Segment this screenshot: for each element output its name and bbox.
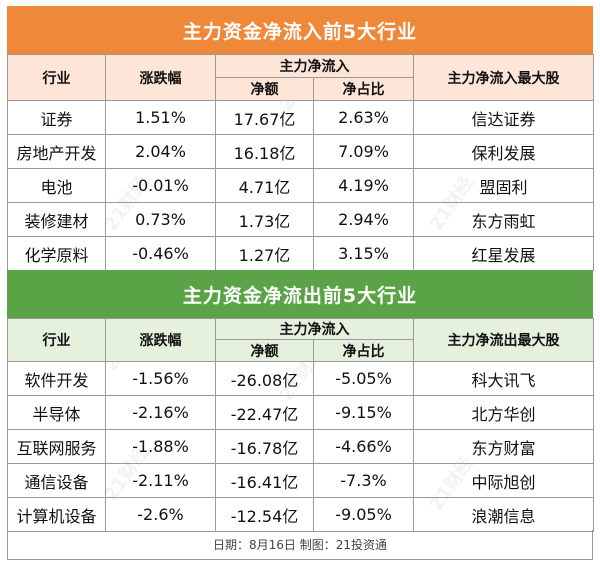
- cell-industry: 通信设备: [7, 463, 106, 498]
- table-row: 通信设备 -2.11% -16.41亿 -7.3% 中际旭创: [7, 463, 594, 498]
- cell-stock: 盟固利: [413, 168, 594, 203]
- cell-stock: 保利发展: [413, 134, 594, 169]
- cell-stock: 中际旭创: [413, 463, 594, 498]
- cell-industry: 半导体: [7, 395, 106, 430]
- cell-stock: 科大讯飞: [413, 361, 594, 396]
- table-row: 互联网服务 -1.88% -16.78亿 -4.66% 东方财富: [7, 429, 594, 464]
- header-net-inflow-group: 主力净流入: [215, 54, 414, 78]
- cell-change: 2.04%: [105, 134, 216, 169]
- header-ratio: 净占比: [313, 77, 414, 101]
- cell-change: -0.01%: [105, 168, 216, 203]
- header-industry: 行业: [7, 318, 106, 362]
- table-row: 软件开发 -1.56% -26.08亿 -5.05% 科大讯飞: [7, 361, 594, 396]
- header-net-inflow-group: 主力净流入: [215, 318, 414, 340]
- cell-ratio: 7.09%: [313, 134, 414, 169]
- outflow-header-row: 行业 涨跌幅 主力净流入 主力净流出最大股: [7, 318, 594, 362]
- table-row: 化学原料 -0.46% 1.27亿 3.15% 红星发展: [7, 236, 594, 271]
- cell-industry: 电池: [7, 168, 106, 203]
- cell-change: -2.11%: [105, 463, 216, 498]
- cell-amount: -16.41亿: [215, 463, 314, 498]
- cell-ratio: -9.15%: [313, 395, 414, 430]
- cell-industry: 证券: [7, 100, 106, 135]
- outflow-section: 主力资金净流出前5大行业 行业 涨跌幅 主力净流入 主力净流出最大股 净额 净占…: [7, 270, 594, 532]
- table-row: 计算机设备 -2.6% -12.54亿 -9.05% 浪潮信息: [7, 497, 594, 532]
- cell-ratio: 2.63%: [313, 100, 414, 135]
- cell-amount: 16.18亿: [215, 134, 314, 169]
- cell-ratio: -5.05%: [313, 361, 414, 396]
- header-top-stock: 主力净流入最大股: [413, 54, 594, 101]
- cell-ratio: 4.19%: [313, 168, 414, 203]
- header-top-stock: 主力净流出最大股: [413, 318, 594, 362]
- inflow-title: 主力资金净流入前5大行业: [7, 6, 593, 54]
- cell-ratio: 2.94%: [313, 202, 414, 237]
- cell-amount: 4.71亿: [215, 168, 314, 203]
- table-row: 半导体 -2.16% -22.47亿 -9.15% 北方华创: [7, 395, 594, 430]
- header-amount: 净额: [215, 77, 314, 101]
- inflow-section: 主力资金净流入前5大行业 行业 涨跌幅 主力净流入 主力净流入最大股 净额 净占…: [7, 6, 594, 271]
- cell-industry: 房地产开发: [7, 134, 106, 169]
- cell-amount: -12.54亿: [215, 497, 314, 532]
- cell-stock: 北方华创: [413, 395, 594, 430]
- cell-industry: 软件开发: [7, 361, 106, 396]
- cell-stock: 浪潮信息: [413, 497, 594, 532]
- cell-change: -2.6%: [105, 497, 216, 532]
- header-change: 涨跌幅: [105, 318, 216, 362]
- cell-ratio: -7.3%: [313, 463, 414, 498]
- cell-change: -1.88%: [105, 429, 216, 464]
- cell-amount: -26.08亿: [215, 361, 314, 396]
- cell-change: -1.56%: [105, 361, 216, 396]
- table-row: 证券 1.51% 17.67亿 2.63% 信达证券: [7, 100, 594, 135]
- cell-change: -2.16%: [105, 395, 216, 430]
- table-row: 房地产开发 2.04% 16.18亿 7.09% 保利发展: [7, 134, 594, 169]
- inflow-table: 行业 涨跌幅 主力净流入 主力净流入最大股 净额 净占比 证券 1.51% 17…: [7, 54, 594, 271]
- header-change: 涨跌幅: [105, 54, 216, 101]
- table-row: 装修建材 0.73% 1.73亿 2.94% 东方雨虹: [7, 202, 594, 237]
- cell-amount: -22.47亿: [215, 395, 314, 430]
- footer-credit: 日期：8月16日 制图：21投资通: [7, 530, 593, 560]
- cell-industry: 化学原料: [7, 236, 106, 271]
- header-industry: 行业: [7, 54, 106, 101]
- cell-ratio: 3.15%: [313, 236, 414, 271]
- cell-change: 0.73%: [105, 202, 216, 237]
- cell-amount: -16.78亿: [215, 429, 314, 464]
- cell-stock: 东方财富: [413, 429, 594, 464]
- cell-ratio: -9.05%: [313, 497, 414, 532]
- header-amount: 净额: [215, 339, 314, 362]
- cell-industry: 计算机设备: [7, 497, 106, 532]
- cell-amount: 1.73亿: [215, 202, 314, 237]
- cell-industry: 装修建材: [7, 202, 106, 237]
- header-ratio: 净占比: [313, 339, 414, 362]
- cell-change: 1.51%: [105, 100, 216, 135]
- cell-industry: 互联网服务: [7, 429, 106, 464]
- inflow-header-row: 行业 涨跌幅 主力净流入 主力净流入最大股: [7, 54, 594, 101]
- cell-stock: 红星发展: [413, 236, 594, 271]
- cell-amount: 1.27亿: [215, 236, 314, 271]
- table-row: 电池 -0.01% 4.71亿 4.19% 盟固利: [7, 168, 594, 203]
- outflow-table: 行业 涨跌幅 主力净流入 主力净流出最大股 净额 净占比 软件开发 -1.56%…: [7, 318, 594, 532]
- cell-amount: 17.67亿: [215, 100, 314, 135]
- outflow-subheader-row: 净额 净占比: [8, 339, 594, 362]
- cell-stock: 信达证券: [413, 100, 594, 135]
- cell-change: -0.46%: [105, 236, 216, 271]
- cell-stock: 东方雨虹: [413, 202, 594, 237]
- outflow-title: 主力资金净流出前5大行业: [7, 270, 593, 318]
- cell-ratio: -4.66%: [313, 429, 414, 464]
